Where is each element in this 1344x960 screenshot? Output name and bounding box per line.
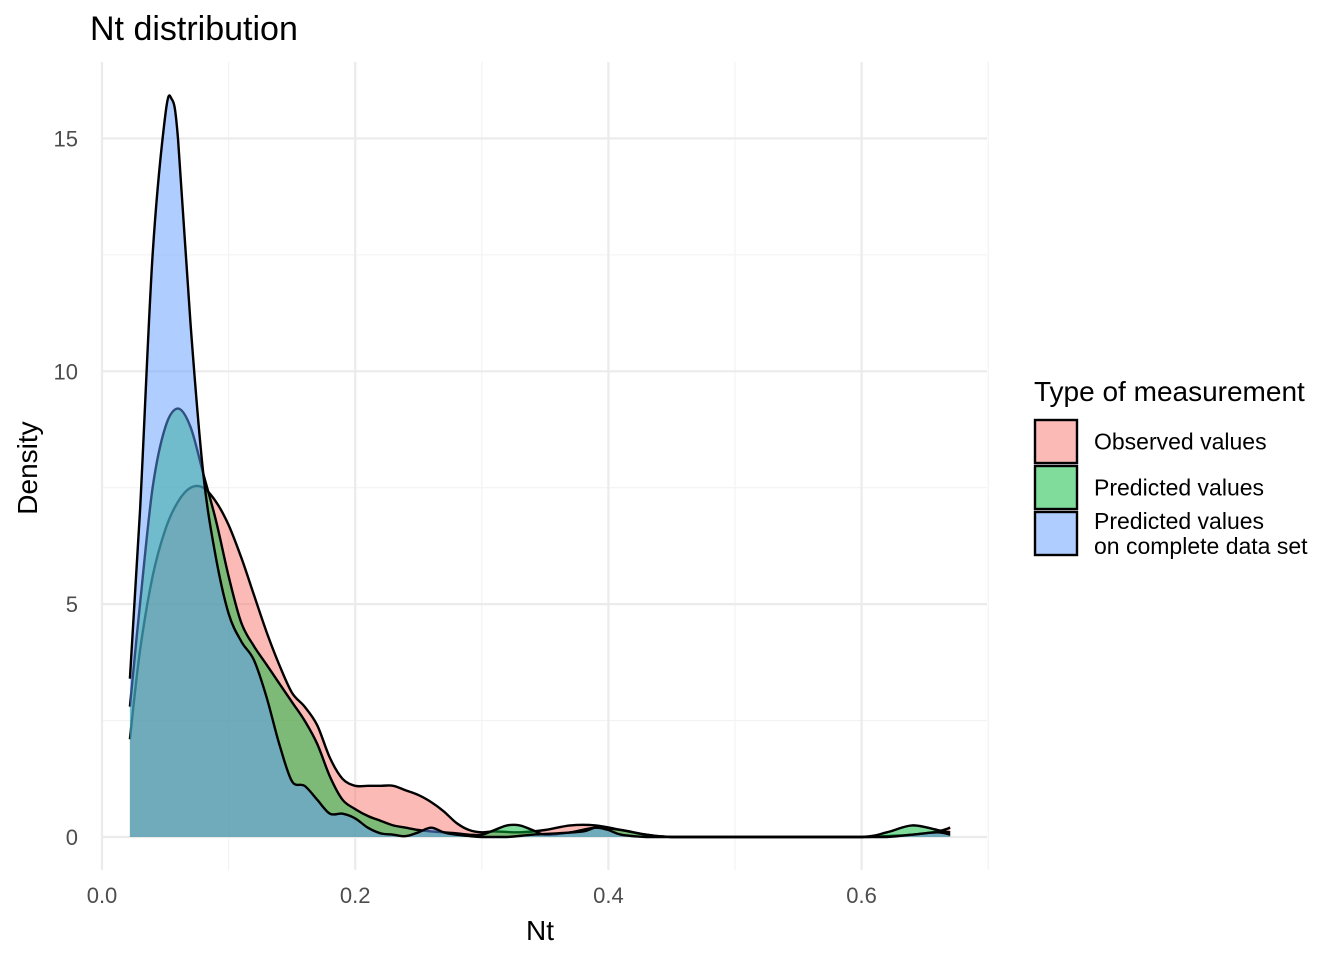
legend-label: Predicted values: [1094, 475, 1264, 501]
density-line-series-3: [128, 94, 951, 839]
x-axis-title: Nt: [526, 915, 554, 946]
y-axis: 0 5 10 15: [54, 126, 78, 850]
x-tick-label: 0.4: [593, 883, 624, 908]
x-tick-label: 0.0: [87, 883, 118, 908]
legend-label: on complete data set: [1094, 533, 1308, 559]
legend-title: Type of measurement: [1034, 376, 1305, 407]
legend-key-swatch: [1033, 510, 1079, 557]
y-tick-label: 15: [54, 126, 78, 151]
y-tick-label: 10: [54, 359, 78, 384]
x-axis: 0.0 0.2 0.4 0.6: [87, 883, 877, 908]
x-tick-label: 0.6: [846, 883, 877, 908]
y-tick-label: 0: [66, 825, 78, 850]
legend-label: Predicted values: [1094, 508, 1264, 534]
chart-title: Nt distribution: [90, 10, 298, 48]
y-tick-label: 5: [66, 592, 78, 617]
y-axis-title: Density: [12, 421, 43, 514]
density-areas: [128, 94, 951, 839]
x-tick-label: 0.2: [340, 883, 371, 908]
legend-key-swatch: [1033, 418, 1079, 465]
legend-key-swatch: [1033, 464, 1079, 511]
legend-label: Observed values: [1094, 429, 1267, 455]
density-area-series-3: [129, 95, 951, 838]
legend: Type of measurement Observed values Predi…: [1033, 376, 1308, 559]
